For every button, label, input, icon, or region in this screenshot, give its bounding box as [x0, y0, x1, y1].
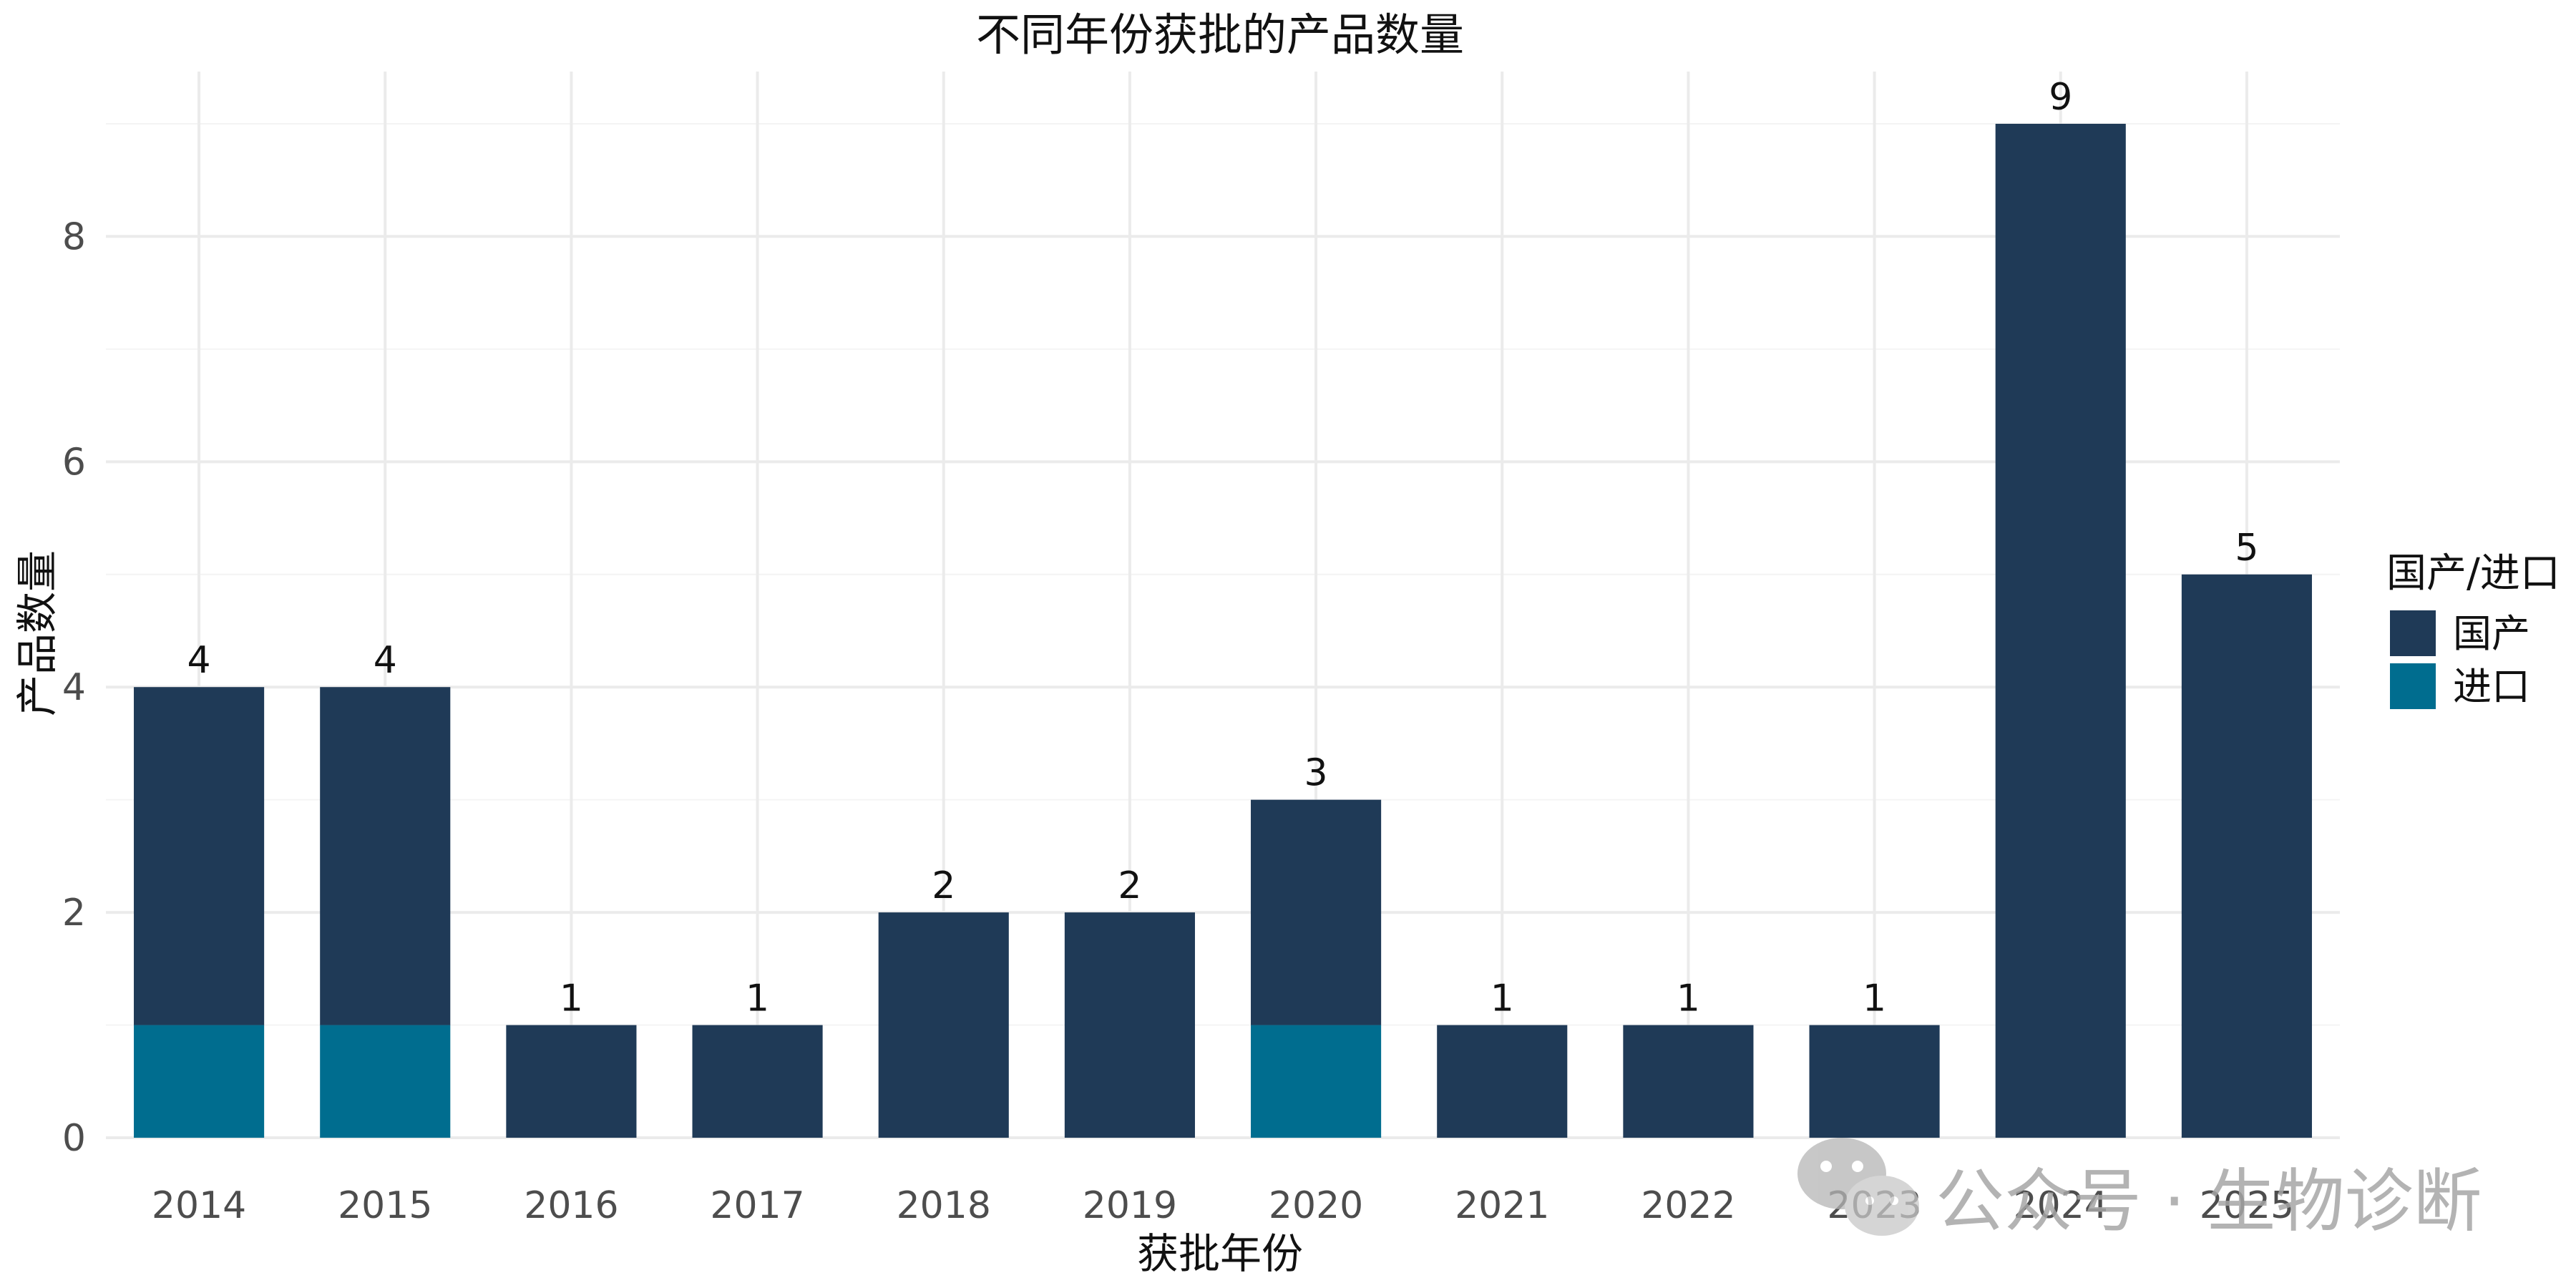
bar-2023-domestic: [1809, 1025, 1940, 1138]
bar-2020-domestic: [1251, 799, 1382, 1025]
x-tick-label: 2019: [1083, 1184, 1177, 1227]
bar-2015-domestic: [320, 687, 451, 1025]
bar-2020-imported: [1251, 1025, 1382, 1138]
data-label-2021: 1: [1491, 977, 1514, 1020]
data-label-2016: 1: [560, 977, 583, 1020]
y-tick-label: 8: [62, 215, 86, 258]
chart-title: 不同年份获批的产品数量: [976, 9, 1464, 61]
x-axis-title: 获批年份: [1137, 1229, 1303, 1278]
data-label-2014: 4: [187, 639, 211, 682]
data-label-2020: 3: [1304, 752, 1328, 795]
data-label-2017: 1: [746, 977, 769, 1020]
x-tick-label: 2017: [710, 1184, 804, 1227]
x-tick-label: 2016: [524, 1184, 618, 1227]
data-label-2019: 2: [1118, 864, 1141, 907]
watermark-text: 公众号 · 生物诊断: [1936, 1161, 2482, 1241]
data-labels-layer: 4 4 1 1 2 2 3 1 1 1 9 5: [187, 76, 2259, 1020]
y-axis-title: 产品数量: [13, 550, 62, 716]
x-tick-label: 2018: [897, 1184, 991, 1227]
x-tick-label: 2024: [2014, 1184, 2108, 1227]
y-tick-label: 2: [62, 892, 86, 935]
x-tick-label: 2015: [338, 1184, 432, 1227]
y-tick-label: 0: [62, 1117, 86, 1160]
x-tick-label: 2022: [1641, 1184, 1735, 1227]
x-tick-label: 2021: [1455, 1184, 1549, 1227]
legend: 国产/进口 国产 进口: [2386, 550, 2560, 709]
legend-label-domestic: 国产: [2453, 611, 2530, 656]
watermark: 公众号 · 生物诊断: [1797, 1138, 2482, 1241]
data-label-2015: 4: [374, 639, 397, 682]
data-label-2025: 5: [2235, 527, 2258, 570]
bar-2014-domestic: [134, 687, 265, 1025]
bar-2022-domestic: [1623, 1025, 1754, 1138]
bar-2017-domestic: [692, 1025, 823, 1138]
bars-layer: [134, 123, 2312, 1138]
bar-2024-domestic: [1995, 123, 2126, 1138]
y-tick-label: 6: [62, 441, 86, 484]
legend-title: 国产/进口: [2386, 550, 2560, 597]
data-label-2022: 1: [1677, 977, 1700, 1020]
legend-swatch-imported: [2390, 663, 2436, 709]
wechat-icon: [1797, 1138, 1919, 1236]
data-label-2023: 1: [1863, 977, 1886, 1020]
x-tick-label: 2014: [152, 1184, 246, 1227]
bar-2021-domestic: [1437, 1025, 1568, 1138]
y-tick-label: 4: [62, 666, 86, 709]
data-label-2018: 2: [932, 864, 955, 907]
legend-swatch-domestic: [2390, 610, 2436, 656]
bar-2014-imported: [134, 1025, 265, 1138]
bar-2019-domestic: [1064, 912, 1195, 1138]
data-label-2024: 9: [2049, 76, 2072, 119]
x-tick-label: 2025: [2200, 1184, 2294, 1227]
legend-label-imported: 进口: [2453, 664, 2530, 709]
bar-2025-domestic: [2181, 574, 2312, 1138]
bar-2016-domestic: [506, 1025, 637, 1138]
y-ticks-layer: 0 2 4 6 8: [62, 215, 86, 1160]
bar-2015-imported: [320, 1025, 451, 1138]
x-tick-label: 2020: [1269, 1184, 1363, 1227]
bar-2018-domestic: [878, 912, 1009, 1138]
